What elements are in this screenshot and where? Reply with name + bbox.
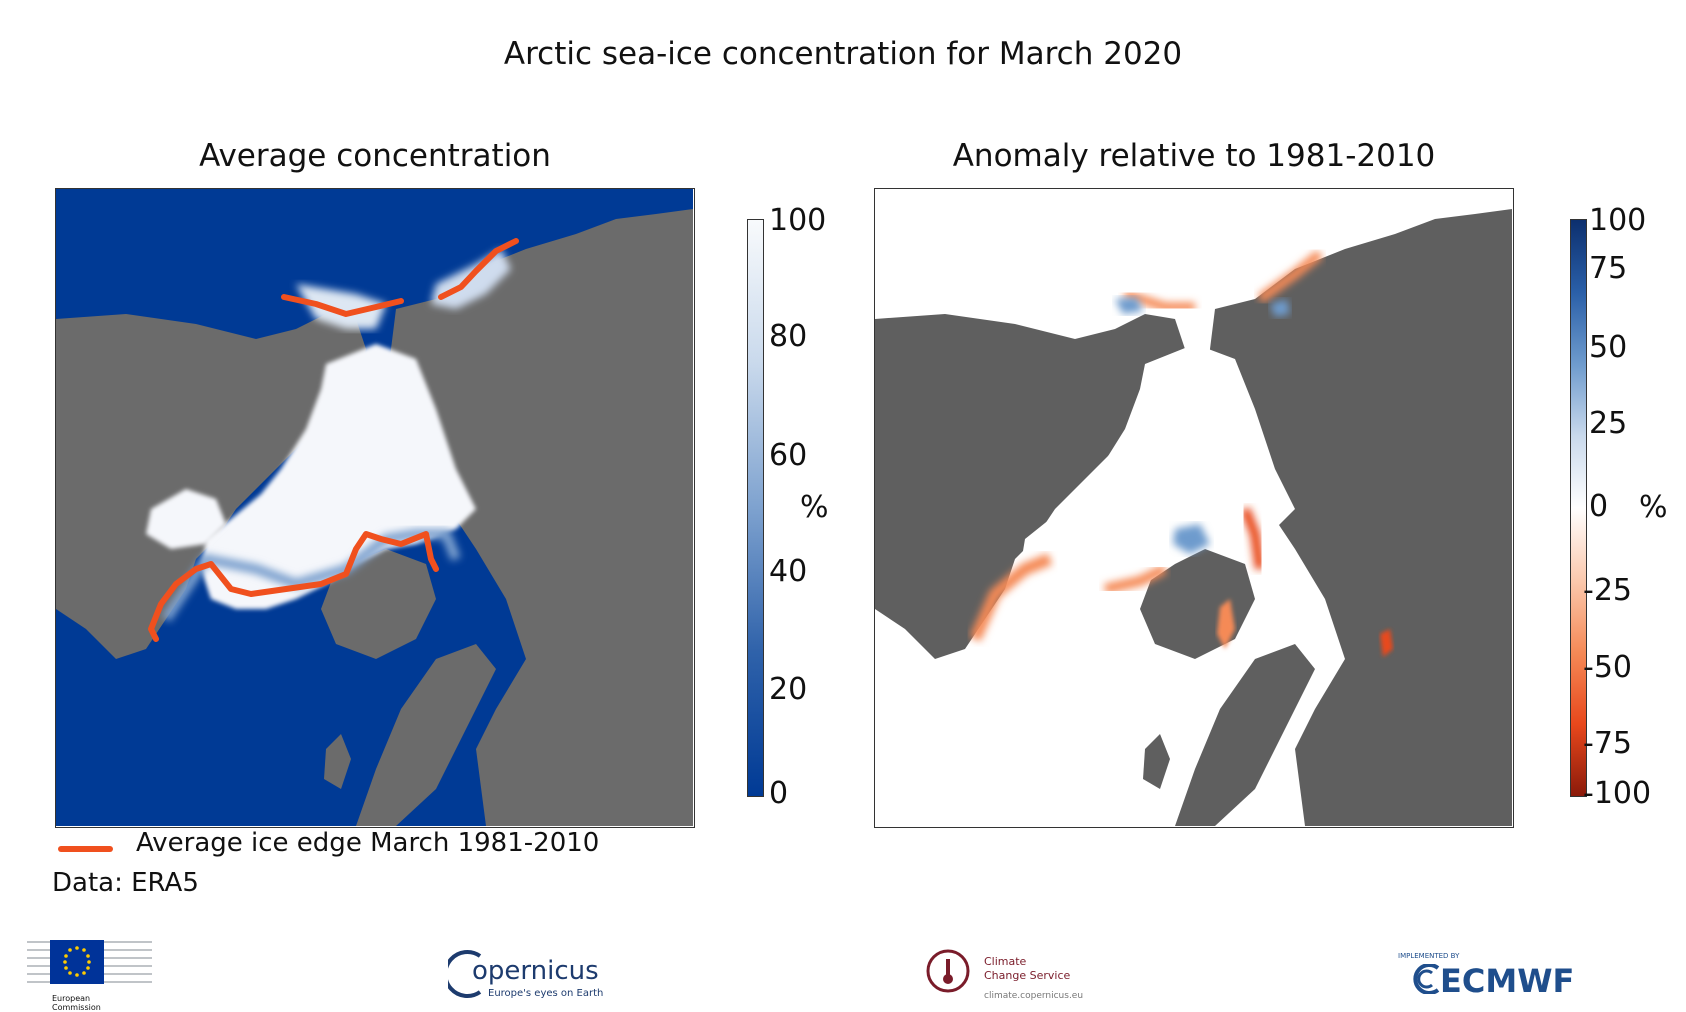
ecmwf-implemented-by: IMPLEMENTED BY	[1398, 952, 1460, 960]
europe-land-anomaly	[1175, 644, 1315, 826]
negative-anomaly-caspian	[1380, 629, 1393, 657]
copernicus-name: opernicus	[472, 956, 599, 986]
siberia-land	[386, 209, 693, 826]
c3s-logo: Climate Change Service climate.copernicu…	[926, 945, 1106, 1009]
arctic-ice-anomaly-neutral	[1020, 344, 1295, 609]
positive-anomaly-barents	[1173, 524, 1210, 554]
copernicus-logo: opernicus Europe's eyes on Earth	[448, 948, 618, 1008]
bering-ice	[296, 284, 386, 329]
colorbar-tick-40: 40	[769, 554, 808, 589]
ec-logo-line1: European	[52, 994, 91, 1003]
right-panel-title: Anomaly relative to 1981-2010	[952, 138, 1436, 174]
left-panel-title: Average concentration	[199, 138, 551, 174]
data-source: Data: ERA5	[52, 868, 199, 898]
anomaly-colorbar	[1570, 219, 1587, 797]
colorbar-tick-100: 100	[769, 203, 827, 238]
ec-logo-line2: Commission	[52, 1003, 101, 1012]
anomaly-colorbar-unit: %	[1639, 490, 1668, 525]
greenland-land	[321, 549, 436, 659]
ice-edge-line-pacific	[281, 294, 404, 317]
anomaly-tick-neg100: -100	[1583, 776, 1652, 811]
anomaly-tick-neg75: -75	[1583, 726, 1632, 761]
anomaly-tick-100: 100	[1589, 203, 1647, 238]
negative-anomaly-barents	[1240, 507, 1265, 570]
colorbar-tick-80: 80	[769, 319, 808, 354]
ice-edge-line	[148, 531, 439, 642]
c3s-url: climate.copernicus.eu	[984, 991, 1084, 1001]
negative-anomaly-bering	[1123, 289, 1195, 312]
negative-anomaly-okhotsk	[1257, 250, 1324, 304]
marginal-ice-zone	[161, 529, 461, 622]
ecmwf-logo: IMPLEMENTED BY ECMWF	[1398, 952, 1574, 1002]
negative-anomaly-baltic	[1217, 599, 1235, 649]
north-america-land	[56, 314, 366, 659]
anomaly-map	[874, 188, 1514, 828]
europe-land	[356, 644, 496, 826]
concentration-map	[55, 188, 695, 828]
concentration-colorbar	[747, 219, 764, 797]
anomaly-tick-50: 50	[1589, 330, 1628, 365]
colorbar-tick-60: 60	[769, 438, 808, 473]
anomaly-tick-25: 25	[1589, 406, 1628, 441]
ice-edge-legend-label: Average ice edge March 1981-2010	[136, 828, 600, 858]
colorbar-tick-0: 0	[769, 776, 789, 811]
c3s-line2: Change Service	[984, 969, 1071, 982]
ecmwf-name: ECMWF	[1440, 962, 1575, 1000]
colorbar-tick-20: 20	[769, 672, 808, 707]
anomaly-tick-neg25: -25	[1583, 573, 1632, 608]
european-commission-logo: European Commission	[22, 930, 157, 1012]
ice-edge-legend-line	[58, 846, 113, 852]
negative-anomaly-greenland-sea	[1103, 564, 1168, 594]
british-isles-land-anomaly	[1143, 734, 1170, 789]
hudson-bay-ice	[146, 489, 226, 549]
british-isles-land	[324, 734, 351, 789]
north-america-land-anomaly	[875, 314, 1185, 659]
colorbar-unit: %	[800, 490, 829, 525]
ice-edge-line-okhotsk	[438, 238, 519, 300]
anomaly-tick-neg50: -50	[1583, 650, 1632, 685]
positive-anomaly-bering	[1115, 297, 1143, 314]
siberia-land-anomaly	[1205, 209, 1512, 826]
negative-anomaly-labrador	[969, 553, 1053, 642]
figure-title: Arctic sea-ice concentration for March 2…	[503, 36, 1183, 72]
anomaly-tick-75: 75	[1589, 251, 1628, 286]
c3s-line1: Climate	[984, 955, 1027, 968]
anomaly-tick-0: 0	[1589, 489, 1609, 524]
copernicus-tagline: Europe's eyes on Earth	[488, 988, 604, 999]
positive-anomaly-okhotsk	[1270, 299, 1290, 317]
